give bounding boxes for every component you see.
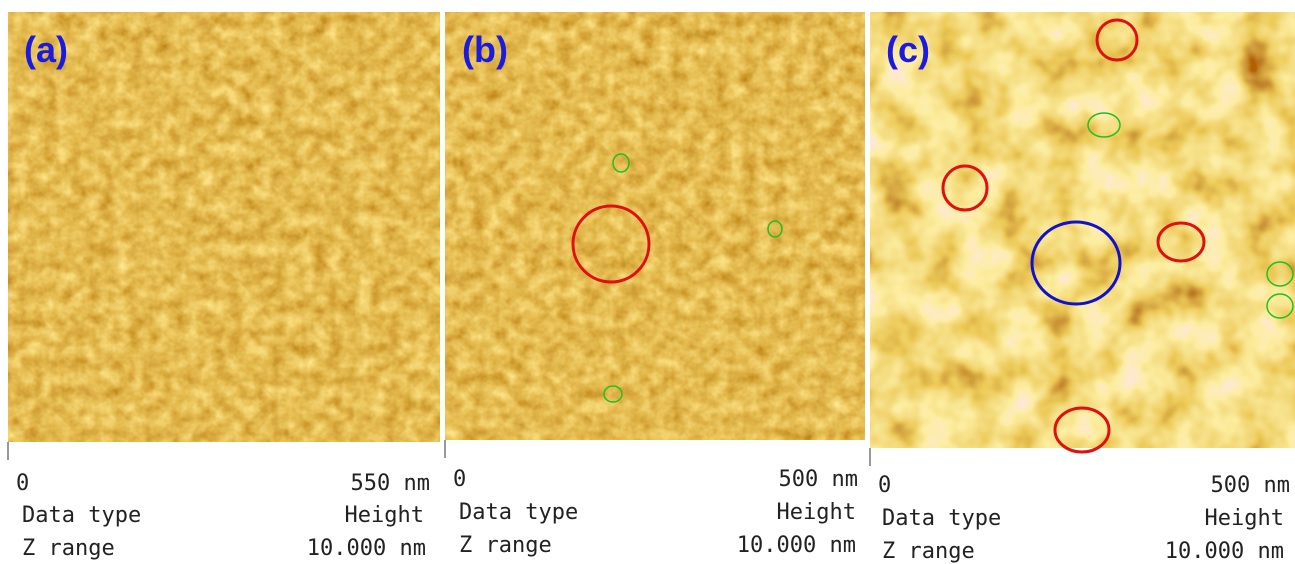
afm-image	[445, 12, 865, 440]
annotation-circle	[1030, 220, 1122, 306]
z-range: 10.000 nm	[737, 533, 856, 558]
z-range-label: Z range	[459, 533, 552, 558]
annotation-circle	[1266, 293, 1294, 319]
annotation-circle	[1095, 18, 1139, 62]
annotation-circle	[1053, 406, 1111, 454]
data-type-label: Data type	[882, 506, 1001, 531]
annotation-circle	[941, 164, 989, 212]
z-range: 10.000 nm	[1165, 539, 1284, 564]
annotation-circle	[1087, 112, 1121, 138]
annotation-circle	[1266, 261, 1294, 287]
data-type: Height	[345, 503, 424, 528]
scale-start: 0	[16, 471, 29, 496]
afm-image	[870, 12, 1295, 448]
z-range-label: Z range	[22, 536, 115, 561]
annotation-circle	[1156, 221, 1206, 263]
panel-label: (b)	[462, 29, 508, 70]
afm-image	[8, 12, 440, 442]
scale-start: 0	[878, 473, 891, 498]
data-type-label: Data type	[22, 503, 141, 528]
panel-label: (c)	[886, 29, 930, 70]
data-type: Height	[1205, 506, 1284, 531]
annotation-circle	[603, 385, 623, 403]
scale-end: 500 nm	[779, 467, 858, 492]
data-type-label: Data type	[459, 500, 578, 525]
annotation-circle	[767, 220, 783, 238]
annotation-circle	[571, 204, 651, 284]
scale-end: 550 nm	[351, 471, 430, 496]
z-range: 10.000 nm	[307, 536, 426, 561]
z-range-label: Z range	[882, 539, 975, 564]
panel-label: (a)	[24, 29, 68, 70]
scale-start: 0	[453, 467, 466, 492]
scale-end: 500 nm	[1211, 473, 1290, 498]
data-type: Height	[777, 500, 856, 525]
annotation-circle	[612, 153, 630, 173]
